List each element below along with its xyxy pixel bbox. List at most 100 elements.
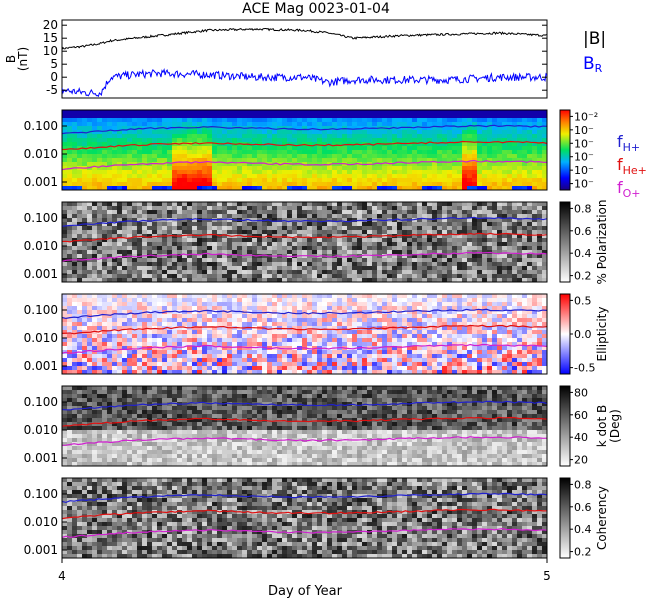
heatmap-cell <box>142 114 148 119</box>
heatmap-cell <box>187 318 193 323</box>
heatmap-cell <box>462 242 468 247</box>
heatmap-cell <box>177 362 183 367</box>
heatmap-cell <box>67 330 73 335</box>
heatmap-cell <box>542 214 548 219</box>
panel-frame <box>61 201 548 283</box>
heatmap-cell <box>467 238 473 243</box>
heatmap-cell <box>417 186 423 191</box>
heatmap-cell <box>137 158 143 163</box>
heatmap-cell <box>192 114 198 119</box>
heatmap-cell <box>72 246 78 251</box>
heatmap-cell <box>202 202 208 207</box>
heatmap-cell <box>107 354 113 359</box>
heatmap-cell <box>357 266 363 271</box>
heatmap-cell <box>382 202 388 207</box>
heatmap-cell <box>432 226 438 231</box>
heatmap-cell <box>107 246 113 251</box>
heatmap-cell <box>102 202 108 207</box>
heatmap-cell <box>497 242 503 247</box>
heatmap-cell <box>432 158 438 163</box>
heatmap-cell <box>292 366 298 371</box>
heatmap-cell <box>217 186 223 191</box>
heatmap-cell <box>157 238 163 243</box>
heatmap-cell <box>542 114 548 119</box>
heatmap-cell <box>172 278 178 283</box>
heatmap-cell <box>322 210 328 215</box>
heatmap-cell <box>327 202 333 207</box>
heatmap-cell <box>62 170 68 175</box>
heatmap-cell <box>137 354 143 359</box>
heatmap-cell <box>122 214 128 219</box>
y-tick-label: 0.001 <box>24 175 58 189</box>
heatmap-cell <box>247 114 253 119</box>
heatmap-cell <box>227 362 233 367</box>
heatmap-cell <box>417 250 423 255</box>
heatmap-cell <box>447 182 453 187</box>
heatmap-cell <box>457 234 463 239</box>
heatmap-cell <box>237 222 243 227</box>
heatmap-cell <box>122 266 128 271</box>
heatmap-cell <box>227 114 233 119</box>
heatmap-cell <box>72 322 78 327</box>
heatmap-cell <box>82 358 88 363</box>
heatmap-cell <box>382 242 388 247</box>
heatmap-cell <box>527 234 533 239</box>
heatmap-cell <box>102 166 108 171</box>
colorbar-tick-label: 0.2 <box>574 270 592 283</box>
heatmap-cell <box>192 158 198 163</box>
heatmap-cell <box>322 218 328 223</box>
heatmap-cell <box>72 118 78 123</box>
heatmap-cell <box>282 338 288 343</box>
heatmap-cell <box>447 138 453 143</box>
heatmap-cell <box>282 162 288 167</box>
heatmap-cell <box>382 118 388 123</box>
heatmap-cell <box>172 110 178 115</box>
heatmap-cell <box>542 218 548 223</box>
heatmap-cell <box>242 246 248 251</box>
heatmap-cell <box>142 178 148 183</box>
heatmap-cell <box>277 266 283 271</box>
heatmap-cell <box>177 242 183 247</box>
heatmap-cell <box>427 110 433 115</box>
heatmap-cell <box>372 122 378 127</box>
heatmap-cell <box>227 310 233 315</box>
heatmap-cell <box>157 226 163 231</box>
heatmap-cell <box>542 110 548 115</box>
heatmap-cell <box>262 350 268 355</box>
heatmap-cell <box>462 278 468 283</box>
heatmap-cell <box>467 262 473 267</box>
heatmap-cell <box>472 262 478 267</box>
heatmap-cell <box>337 126 343 131</box>
heatmap-cell <box>252 206 258 211</box>
heatmap-cell <box>457 150 463 155</box>
heatmap-cell <box>297 266 303 271</box>
heatmap-cell <box>477 270 483 275</box>
heatmap-cell <box>77 246 83 251</box>
heatmap-cell <box>117 138 123 143</box>
heatmap-cell <box>237 178 243 183</box>
heatmap-cell <box>67 202 73 207</box>
heatmap-cell <box>92 258 98 263</box>
heatmap-cell <box>407 278 413 283</box>
heatmap-cell <box>197 182 203 187</box>
heatmap-cell <box>252 166 258 171</box>
heatmap-cell <box>392 130 398 135</box>
heatmap-cell <box>112 134 118 139</box>
heatmap-cell <box>322 206 328 211</box>
heatmap-cell <box>532 262 538 267</box>
heatmap-cell <box>492 278 498 283</box>
heatmap-cell <box>62 370 68 375</box>
heatmap-cell <box>127 314 133 319</box>
heatmap-cell <box>437 222 443 227</box>
heatmap-cell <box>492 266 498 271</box>
heatmap-cell <box>257 110 263 115</box>
heatmap-cell <box>242 314 248 319</box>
heatmap-cell <box>202 170 208 175</box>
heatmap-cell <box>237 358 243 363</box>
heatmap-cell <box>497 174 503 179</box>
heatmap-cell <box>382 130 388 135</box>
heatmap-cell <box>177 182 183 187</box>
heatmap-cell <box>172 366 178 371</box>
heatmap-cell <box>437 246 443 251</box>
heatmap-cell <box>107 158 113 163</box>
